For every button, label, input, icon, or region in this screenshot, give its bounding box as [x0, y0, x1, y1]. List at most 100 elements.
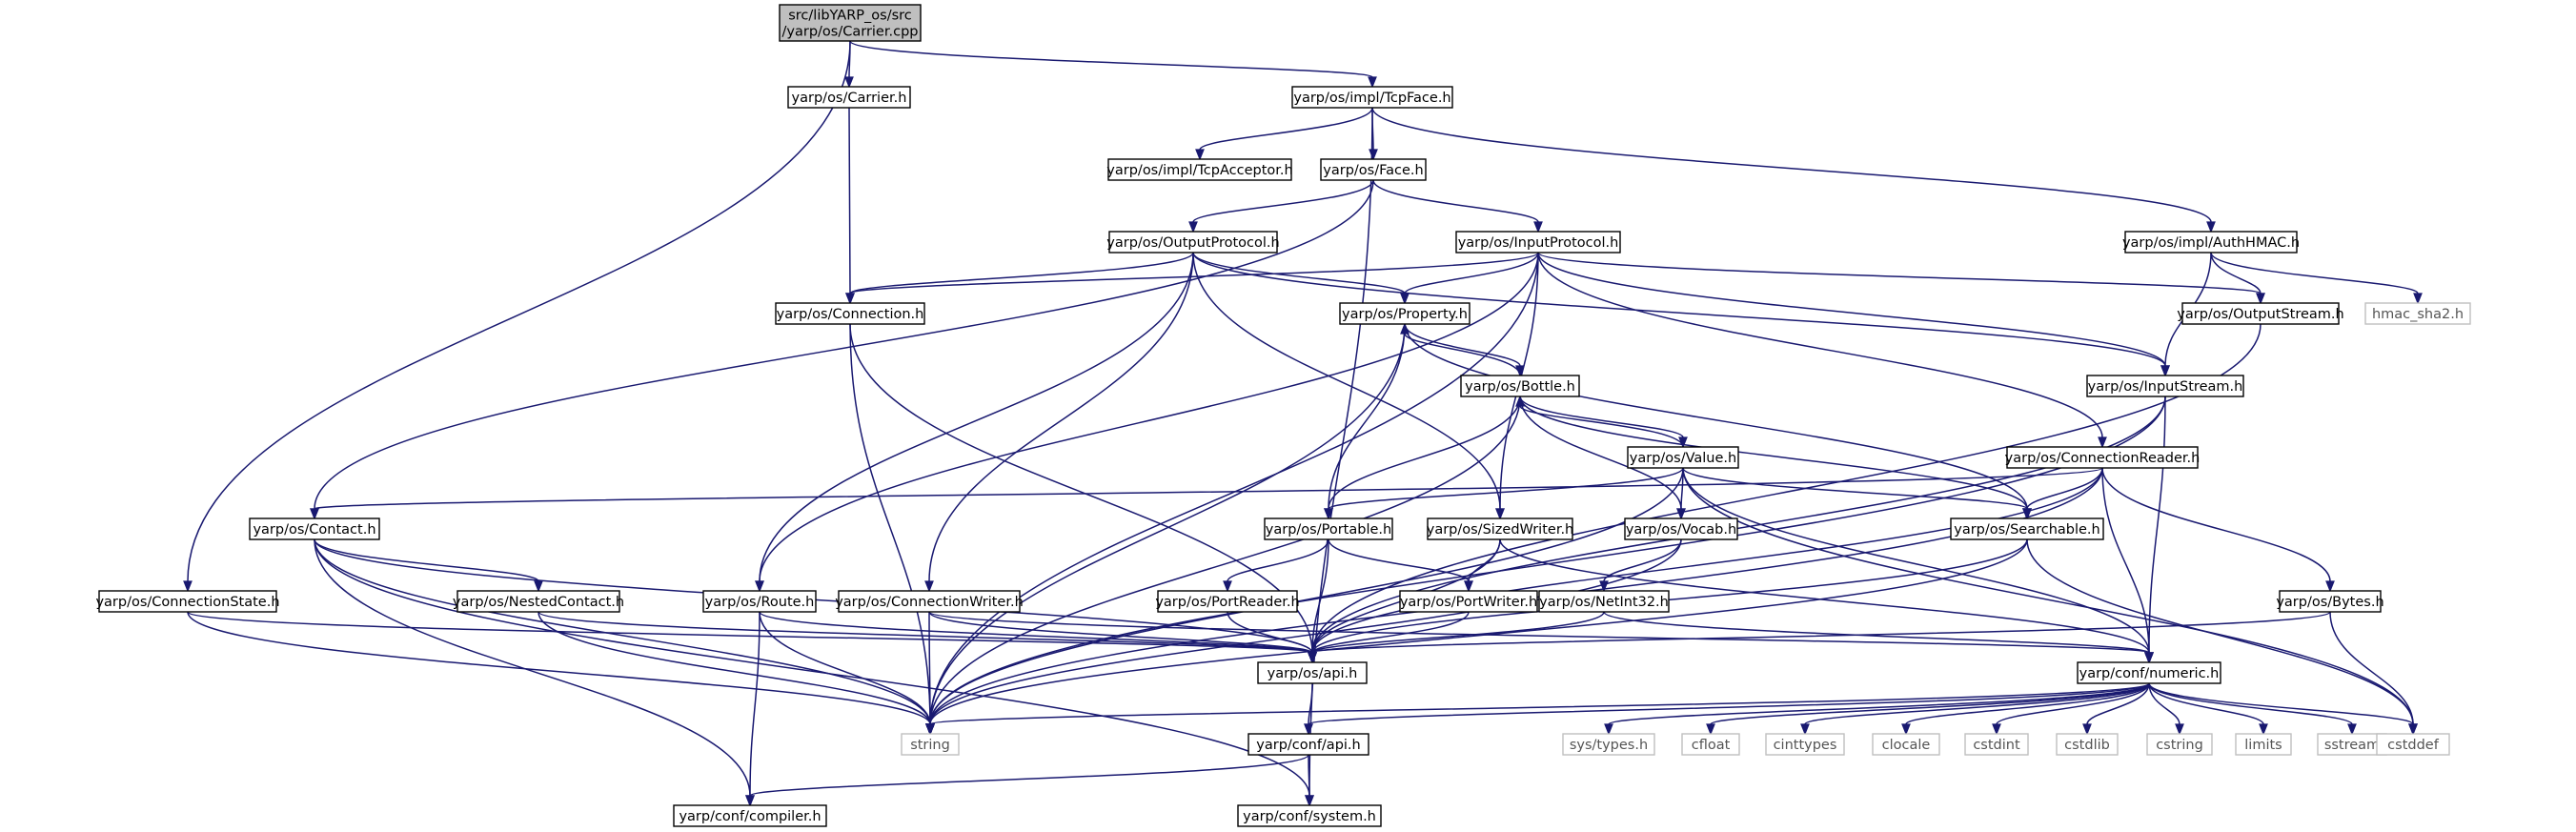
- node-authhmac[interactable]: yarp/os/impl/AuthHMAC.h: [2122, 231, 2300, 254]
- node-inputprotocol[interactable]: yarp/os/InputProtocol.h: [1455, 231, 1621, 254]
- node-cstddef: cstddef: [2376, 733, 2450, 756]
- node-api_os[interactable]: yarp/os/api.h: [1257, 661, 1368, 684]
- node-connwriter[interactable]: yarp/os/ConnectionWriter.h: [835, 590, 1024, 613]
- node-label: yarp/os/Contact.h: [253, 522, 375, 538]
- node-value[interactable]: yarp/os/Value.h: [1627, 446, 1739, 469]
- dependency-edge-inputprotocol-to-property: [1400, 252, 1539, 305]
- node-label: limits: [2244, 738, 2282, 753]
- node-clocale: clocale: [1872, 733, 1940, 756]
- arrowhead: [2160, 365, 2170, 377]
- node-box: [1460, 375, 1580, 397]
- dependency-edge-contact-to-string: [314, 538, 935, 736]
- edge-line: [1311, 467, 2103, 654]
- dependency-edge-inputprotocol-to-inputstream: [1537, 252, 2170, 377]
- edge-line: [187, 611, 1313, 654]
- edge-line: [2026, 467, 2103, 510]
- node-box: [1247, 733, 1369, 756]
- node-label: yarp/os/Bytes.h: [2276, 595, 2383, 610]
- node-systypes: sys/types.h: [1562, 733, 1655, 756]
- node-property[interactable]: yarp/os/Property.h: [1339, 302, 1471, 325]
- node-outputstream[interactable]: yarp/os/OutputStream.h: [2177, 302, 2344, 325]
- dependency-edge-numeric-to-string: [925, 682, 2150, 736]
- node-carrier_h[interactable]: yarp/os/Carrier.h: [787, 86, 911, 109]
- dependency-edge-bottle-to-value: [1519, 396, 1688, 449]
- node-searchable[interactable]: yarp/os/Searchable.h: [1950, 517, 2104, 540]
- edge-line: [1996, 682, 2150, 725]
- node-connreader[interactable]: yarp/os/ConnectionReader.h: [2005, 446, 2201, 469]
- node-box: [2376, 733, 2450, 756]
- arrowhead: [1195, 149, 1205, 161]
- arrowhead: [1400, 293, 1410, 305]
- arrowhead: [1308, 652, 1317, 664]
- dependency-edge-connection-to-string: [849, 323, 935, 736]
- dependency-edge-contact-to-nestedcontact: [314, 538, 543, 593]
- node-compiler[interactable]: yarp/conf/compiler.h: [673, 804, 827, 827]
- edge-line: [928, 611, 931, 725]
- edge-line: [1710, 682, 2150, 725]
- node-label: yarp/os/PortWriter.h: [1400, 595, 1537, 610]
- edge-line: [1328, 467, 1684, 510]
- node-portwriter[interactable]: yarp/os/PortWriter.h: [1399, 590, 1538, 613]
- node-numeric[interactable]: yarp/conf/numeric.h: [2077, 661, 2221, 684]
- node-route[interactable]: yarp/os/Route.h: [702, 590, 817, 613]
- edge-line: [759, 611, 931, 725]
- dependency-edge-numeric-to-cstddef: [2148, 682, 2418, 736]
- node-box: [1264, 517, 1393, 540]
- node-label: yarp/os/OutputStream.h: [2177, 307, 2343, 322]
- edge-line: [929, 396, 1521, 725]
- edge-line: [314, 538, 539, 582]
- arrowhead: [1992, 723, 2001, 736]
- node-sizedwriter[interactable]: yarp/os/SizedWriter.h: [1427, 517, 1574, 540]
- node-system[interactable]: yarp/conf/system.h: [1237, 804, 1382, 827]
- dependency-edge-bottle-to-portable: [1324, 396, 1521, 520]
- node-connstate[interactable]: yarp/os/ConnectionState.h: [95, 590, 280, 613]
- arrowhead: [1368, 76, 1377, 89]
- node-cstdlib: cstdlib: [2056, 733, 2119, 756]
- edge-line: [1328, 323, 1406, 510]
- edge-line: [2148, 682, 2353, 725]
- node-portreader[interactable]: yarp/os/PortReader.h: [1155, 590, 1300, 613]
- dependency-edge-numeric-to-conf_api: [1304, 682, 2150, 736]
- edge-line: [1404, 323, 1521, 367]
- node-face[interactable]: yarp/os/Face.h: [1320, 158, 1427, 181]
- node-box: [1627, 446, 1739, 469]
- node-inputstream[interactable]: yarp/os/InputStream.h: [2086, 375, 2244, 397]
- node-contact[interactable]: yarp/os/Contact.h: [249, 517, 380, 540]
- node-vocab[interactable]: yarp/os/Vocab.h: [1624, 517, 1738, 540]
- node-portable[interactable]: yarp/os/Portable.h: [1264, 517, 1393, 540]
- node-label: yarp/os/Bottle.h: [1465, 379, 1575, 395]
- node-box: [1157, 590, 1298, 613]
- arrowhead: [1188, 221, 1198, 233]
- edge-line: [928, 252, 1194, 582]
- node-tcpface[interactable]: yarp/os/impl/TcpFace.h: [1291, 86, 1453, 109]
- arrowhead: [1901, 723, 1911, 736]
- arrowhead: [1533, 221, 1543, 233]
- node-label: clocale: [1882, 738, 1931, 753]
- node-box: [1320, 158, 1427, 181]
- dependency-edge-numeric-to-cfloat: [1706, 682, 2150, 736]
- node-connection[interactable]: yarp/os/Connection.h: [775, 302, 925, 325]
- node-label: yarp/os/OutputProtocol.h: [1106, 235, 1279, 251]
- node-box: [2056, 733, 2119, 756]
- node-cinttypes: cinttypes: [1765, 733, 1845, 756]
- edge-line: [1308, 682, 2150, 725]
- edge-line: [2148, 682, 2414, 725]
- arrowhead: [2256, 293, 2265, 305]
- edge-line: [538, 611, 931, 725]
- edge-line: [538, 611, 1313, 654]
- node-tcpacceptor[interactable]: yarp/os/impl/TcpAcceptor.h: [1106, 158, 1293, 181]
- node-netint32[interactable]: yarp/os/NetInt32.h: [1538, 590, 1670, 613]
- node-bottle[interactable]: yarp/os/Bottle.h: [1460, 375, 1580, 397]
- edge-line: [1603, 538, 1682, 582]
- node-nestedcontact[interactable]: yarp/os/NestedContact.h: [453, 590, 624, 613]
- arrowhead: [183, 580, 193, 593]
- edge-line: [1682, 467, 2414, 725]
- arrowhead: [924, 580, 934, 593]
- node-outputprotocol[interactable]: yarp/os/OutputProtocol.h: [1106, 231, 1280, 254]
- node-conf_api[interactable]: yarp/conf/api.h: [1247, 733, 1369, 756]
- dependency-edge-inputprotocol-to-outputstream: [1537, 252, 2265, 305]
- edge-line: [849, 323, 931, 725]
- node-bytes[interactable]: yarp/os/Bytes.h: [2276, 590, 2384, 613]
- arrowhead: [2413, 293, 2423, 305]
- node-label: hmac_sha2.h: [2372, 307, 2464, 322]
